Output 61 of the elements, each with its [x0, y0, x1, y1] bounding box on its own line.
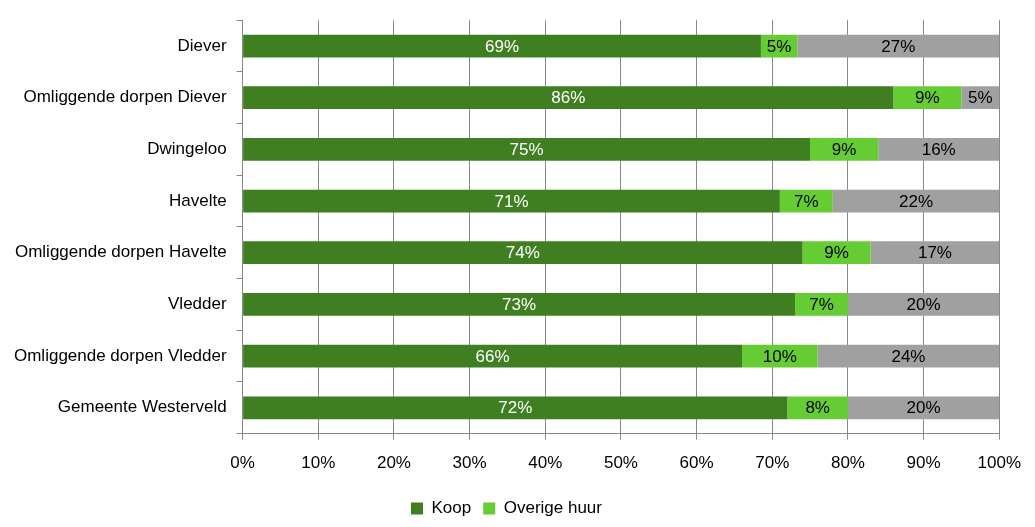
x-tick-label: 40%	[528, 453, 563, 473]
x-tick-label: 50%	[603, 453, 638, 473]
x-tick-label: 20%	[376, 453, 411, 473]
bar	[243, 241, 803, 265]
bar	[802, 241, 871, 265]
data-label: 7%	[809, 295, 834, 315]
bar	[797, 34, 1000, 58]
data-label: 66%	[475, 346, 510, 366]
data-label: 75%	[509, 140, 544, 160]
data-label: 72%	[498, 398, 533, 418]
bar	[870, 241, 1000, 265]
data-label: 7%	[794, 191, 819, 211]
x-tick-label: 80%	[830, 453, 865, 473]
bar	[817, 344, 1000, 368]
data-label: 9%	[831, 140, 857, 160]
x-tick-label: 100%	[977, 453, 1021, 473]
y-tick-label: Omliggende dorpen Vledder	[13, 345, 227, 365]
y-tick-label: Havelte	[169, 190, 227, 210]
data-label: 74%	[505, 243, 540, 263]
bar	[243, 34, 761, 58]
data-label: 24%	[891, 346, 926, 366]
data-label: 20%	[906, 398, 941, 418]
legend-label: Koop	[431, 498, 472, 518]
bar	[243, 86, 894, 110]
legend-label: Overige huur	[503, 498, 603, 518]
bar	[878, 138, 1000, 161]
x-tick-label: 30%	[452, 453, 487, 473]
x-tick-label: 90%	[906, 453, 941, 473]
data-label: 71%	[494, 191, 529, 211]
data-label: 16%	[921, 140, 956, 160]
y-tick-label: Vledder	[168, 294, 227, 314]
data-label: 17%	[917, 243, 952, 263]
data-label: 9%	[915, 88, 940, 108]
bar	[832, 189, 1000, 213]
bar	[847, 293, 1000, 316]
y-tick-label: Omliggende dorpen Diever	[23, 87, 227, 107]
x-tick-label: 70%	[755, 453, 790, 473]
data-label: 9%	[824, 243, 849, 263]
y-tick-label: Omliggende dorpen Havelte	[14, 242, 227, 262]
y-tick-label: Diever	[177, 35, 227, 55]
data-label: 10%	[762, 346, 797, 366]
bar	[847, 396, 1000, 420]
bar	[243, 189, 780, 213]
y-tick-label: Gemeente Westerveld	[57, 397, 227, 417]
data-label: 22%	[899, 191, 934, 211]
data-label: 69%	[485, 36, 520, 56]
data-label: 27%	[881, 36, 916, 56]
data-label: 8%	[805, 398, 830, 418]
x-tick-label: 10%	[301, 453, 336, 473]
y-tick-label: Dwingeloo	[147, 139, 227, 159]
data-label: 5%	[766, 36, 792, 56]
data-label: 73%	[502, 295, 537, 315]
bar	[243, 344, 743, 368]
bar	[243, 138, 811, 161]
data-label: 86%	[551, 88, 586, 108]
bar	[243, 396, 788, 420]
bar	[243, 293, 795, 316]
data-label: 5%	[968, 88, 993, 108]
data-label: 20%	[906, 295, 941, 315]
x-tick-label: 60%	[679, 453, 714, 473]
x-tick-label: 0%	[230, 453, 255, 473]
